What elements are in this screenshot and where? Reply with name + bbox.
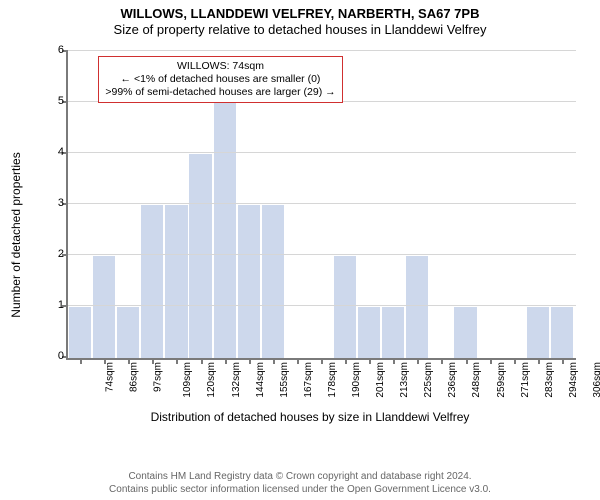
annotation-line1: WILLOWS: 74sqm xyxy=(105,60,335,73)
bar xyxy=(358,307,380,358)
xtick-mark xyxy=(297,358,299,364)
xtick-mark xyxy=(249,358,251,364)
xtick-mark xyxy=(417,358,419,364)
footer-line2: Contains public sector information licen… xyxy=(0,483,600,496)
bar xyxy=(69,307,91,358)
ytick-label: 0 xyxy=(44,350,68,362)
xtick-mark xyxy=(466,358,468,364)
xtick-label: 306sqm xyxy=(592,362,600,398)
xtick-label: 201sqm xyxy=(375,362,386,398)
xtick-label: 144sqm xyxy=(255,362,266,398)
xtick-mark xyxy=(152,358,154,364)
bar xyxy=(117,307,139,358)
bar xyxy=(454,307,476,358)
gridline xyxy=(68,203,576,204)
xtick-mark xyxy=(562,358,564,364)
bar xyxy=(141,205,163,358)
gridline xyxy=(68,50,576,51)
xtick-label: 259sqm xyxy=(496,362,507,398)
xtick-mark xyxy=(538,358,540,364)
ytick-label: 3 xyxy=(44,197,68,209)
y-axis-label: Number of detached properties xyxy=(9,152,23,317)
xtick-mark xyxy=(441,358,443,364)
xtick-label: 167sqm xyxy=(303,362,314,398)
gridline xyxy=(68,152,576,153)
ytick-label: 2 xyxy=(44,248,68,260)
xtick-mark xyxy=(490,358,492,364)
xtick-label: 86sqm xyxy=(129,362,140,392)
xtick-mark xyxy=(514,358,516,364)
xtick-label: 74sqm xyxy=(105,362,116,392)
xtick-label: 120sqm xyxy=(207,362,218,398)
xtick-label: 190sqm xyxy=(351,362,362,398)
x-axis-label: Distribution of detached houses by size … xyxy=(40,410,580,424)
xtick-label: 178sqm xyxy=(327,362,338,398)
bar xyxy=(551,307,573,358)
footer-line1: Contains HM Land Registry data © Crown c… xyxy=(0,470,600,483)
bar xyxy=(238,205,260,358)
xtick-mark xyxy=(225,358,227,364)
gridline xyxy=(68,305,576,306)
bar xyxy=(262,205,284,358)
xtick-label: 97sqm xyxy=(153,362,164,392)
xtick-mark xyxy=(128,358,130,364)
xtick-label: 132sqm xyxy=(231,362,242,398)
xtick-label: 109sqm xyxy=(182,362,193,398)
ytick-label: 1 xyxy=(44,299,68,311)
xtick-label: 213sqm xyxy=(399,362,410,398)
xtick-mark xyxy=(273,358,275,364)
xtick-mark xyxy=(393,358,395,364)
footer: Contains HM Land Registry data © Crown c… xyxy=(0,470,600,496)
bar xyxy=(189,154,211,358)
chart-wrap: Number of detached properties WILLOWS: 7… xyxy=(40,50,580,420)
xtick-mark xyxy=(176,358,178,364)
xtick-mark xyxy=(201,358,203,364)
title-block: WILLOWS, LLANDDEWI VELFREY, NARBERTH, SA… xyxy=(0,0,600,37)
ytick-label: 6 xyxy=(44,44,68,56)
bar xyxy=(406,256,428,358)
title-line2: Size of property relative to detached ho… xyxy=(0,22,600,38)
xtick-mark xyxy=(369,358,371,364)
xtick-mark xyxy=(321,358,323,364)
bar xyxy=(93,256,115,358)
bar xyxy=(527,307,549,358)
annotation-line2: ← <1% of detached houses are smaller (0) xyxy=(105,73,335,86)
plot-area: WILLOWS: 74sqm ← <1% of detached houses … xyxy=(66,50,576,360)
xtick-label: 225sqm xyxy=(423,362,434,398)
gridline xyxy=(68,254,576,255)
xtick-mark xyxy=(80,358,82,364)
xtick-mark xyxy=(345,358,347,364)
xtick-label: 271sqm xyxy=(520,362,531,398)
ytick-label: 5 xyxy=(44,95,68,107)
bar xyxy=(214,103,236,358)
bar xyxy=(382,307,404,358)
annotation-box: WILLOWS: 74sqm ← <1% of detached houses … xyxy=(98,56,342,103)
title-line1: WILLOWS, LLANDDEWI VELFREY, NARBERTH, SA… xyxy=(0,6,600,22)
xtick-label: 294sqm xyxy=(568,362,579,398)
xtick-label: 283sqm xyxy=(544,362,555,398)
xtick-label: 248sqm xyxy=(472,362,483,398)
xtick-label: 155sqm xyxy=(279,362,290,398)
xtick-mark xyxy=(104,358,106,364)
chart-container: WILLOWS, LLANDDEWI VELFREY, NARBERTH, SA… xyxy=(0,0,600,500)
ytick-label: 4 xyxy=(44,146,68,158)
xtick-label: 236sqm xyxy=(447,362,458,398)
bar xyxy=(165,205,187,358)
bar xyxy=(334,256,356,358)
annotation-line3: >99% of semi-detached houses are larger … xyxy=(105,86,335,99)
